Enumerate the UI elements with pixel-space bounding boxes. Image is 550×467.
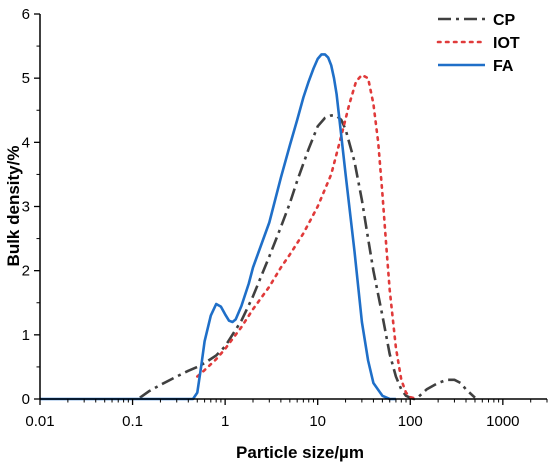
x-tick-label: 0.01 bbox=[25, 413, 54, 430]
x-tick-label: 0.1 bbox=[122, 413, 143, 430]
y-tick-label: 2 bbox=[22, 263, 30, 280]
x-tick-label: 100 bbox=[398, 413, 423, 430]
y-tick-label: 3 bbox=[22, 199, 30, 216]
y-tick-label: 1 bbox=[22, 327, 30, 344]
series-line-fa bbox=[40, 53, 396, 401]
axes bbox=[39, 14, 547, 400]
legend-label-iot: IOT bbox=[493, 35, 520, 52]
y-ticks: 0 1 2 3 4 5 6 bbox=[22, 6, 40, 408]
x-ticks: 0.01 0.1 1 10 100 1000 bbox=[25, 399, 548, 430]
x-tick-label: 1000 bbox=[486, 413, 519, 430]
y-tick-label: 4 bbox=[22, 134, 30, 151]
x-axis-title: Particle size/µm bbox=[236, 443, 364, 462]
legend-label-fa: FA bbox=[493, 58, 514, 75]
series-layer bbox=[40, 53, 476, 401]
x-tick-label: 10 bbox=[309, 413, 326, 430]
y-tick-label: 5 bbox=[22, 70, 30, 87]
y-tick-label: 6 bbox=[22, 6, 30, 23]
series-line-iot bbox=[196, 73, 419, 401]
y-tick-label: 0 bbox=[22, 391, 30, 408]
series-line-cp bbox=[139, 114, 476, 401]
legend-label-cp: CP bbox=[493, 12, 516, 29]
x-tick-label: 1 bbox=[221, 413, 229, 430]
legend: CP IOT FA bbox=[436, 12, 520, 75]
y-axis-title: Bulk density/% bbox=[4, 146, 23, 267]
